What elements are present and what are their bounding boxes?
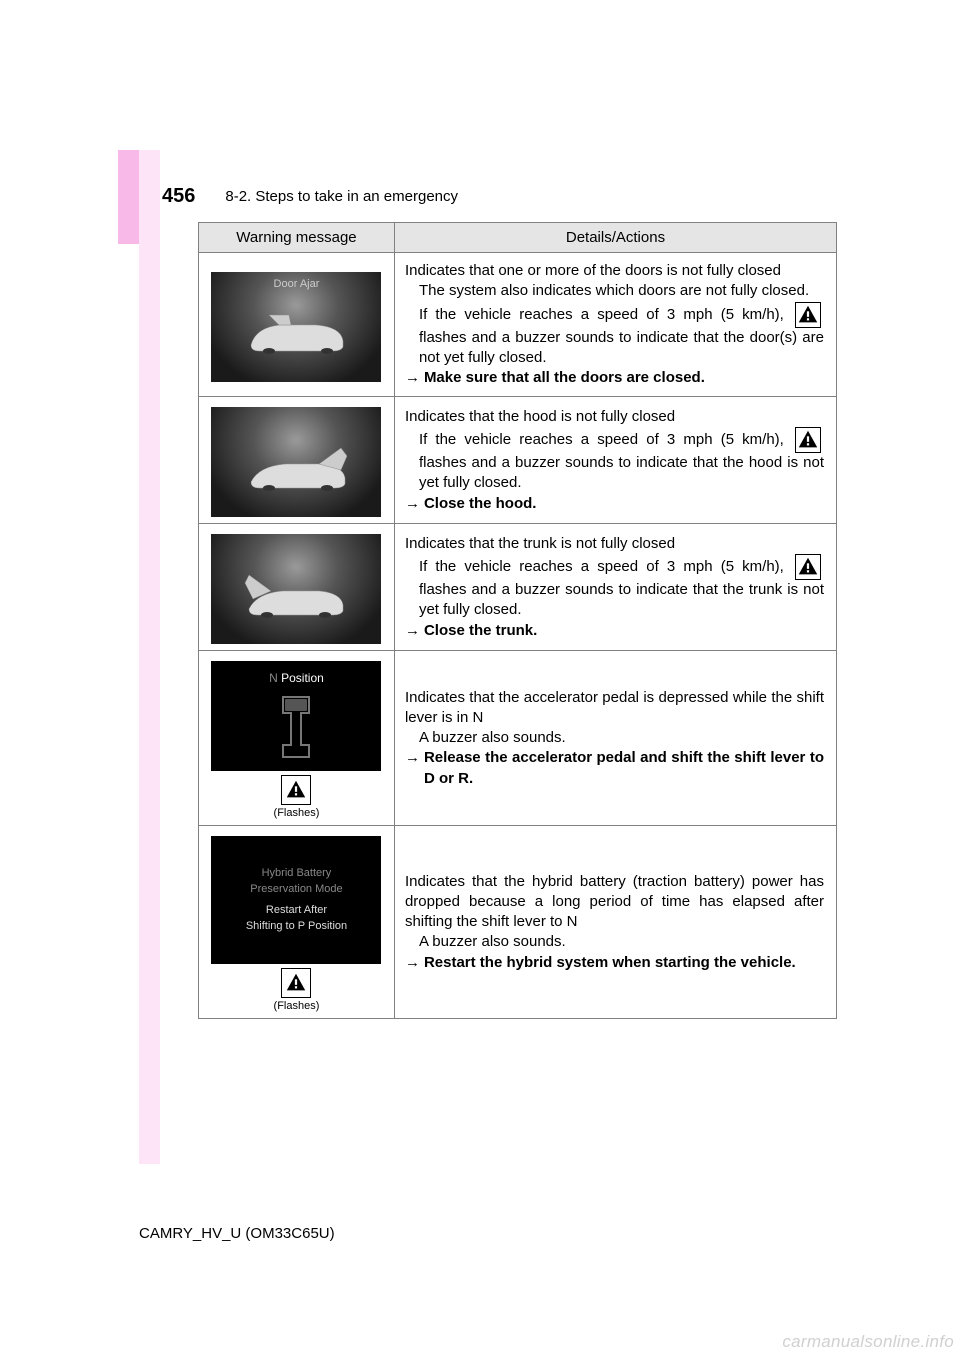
table-header-details: Details/Actions [394, 223, 836, 253]
section-title: 8-2. Steps to take in an emergency [225, 188, 458, 205]
warning-triangle-icon [281, 968, 311, 998]
door-ajar-display: Door Ajar [211, 272, 381, 382]
panel-line: Shifting to P Position [246, 919, 347, 934]
warning-image-cell: Hybrid Battery Preservation Mode Restart… [199, 826, 395, 1019]
watermark: carmanualsonline.info [782, 1332, 954, 1352]
flashes-caption: (Flashes) [203, 807, 390, 819]
detail-intro: Indicates that the hood is not fully clo… [405, 407, 824, 427]
warning-triangle-icon [281, 775, 311, 805]
page-number: 456 [162, 185, 195, 208]
warning-triangle-icon [795, 554, 821, 580]
warning-image-cell [199, 397, 395, 524]
detail-body-with-icon: If the vehicle reaches a speed of 3 mph … [405, 427, 824, 494]
arrow-icon: → [405, 621, 420, 641]
detail-body: The system also indicates which doors ar… [405, 281, 824, 301]
detail-action: →Close the trunk. [405, 621, 824, 641]
warning-image-cell: Door Ajar [199, 253, 395, 397]
detail-action: →Restart the hybrid system when starting… [405, 953, 824, 973]
warning-triangle-icon [795, 427, 821, 453]
gear-shift-icon [271, 691, 321, 761]
section-sidebar [139, 150, 160, 1164]
detail-body-with-icon: If the vehicle reaches a speed of 3 mph … [405, 302, 824, 369]
details-cell: Indicates that one or more of the doors … [394, 253, 836, 397]
panel-line: Hybrid Battery [262, 866, 332, 881]
table-row: Indicates that the trunk is not fully cl… [199, 524, 837, 651]
detail-intro: Indicates that one or more of the doors … [405, 261, 824, 281]
table-row: N Position (Flashes) Indicates that the … [199, 651, 837, 826]
detail-intro: Indicates that the trunk is not fully cl… [405, 534, 824, 554]
car-hood-open-icon [241, 442, 351, 492]
arrow-icon: → [405, 494, 420, 514]
arrow-icon: → [405, 748, 420, 768]
warning-image-cell [199, 524, 395, 651]
car-door-ajar-icon [241, 307, 351, 357]
table-header-warning: Warning message [199, 223, 395, 253]
detail-body-with-icon: If the vehicle reaches a speed of 3 mph … [405, 554, 824, 621]
panel-line: Preservation Mode [250, 882, 342, 897]
trunk-open-display [211, 534, 381, 644]
detail-action: →Release the accelerator pedal and shift… [405, 748, 824, 789]
detail-body: A buzzer also sounds. [405, 728, 824, 748]
page-header: 456 8-2. Steps to take in an emergency [162, 185, 458, 208]
table-row: Hybrid Battery Preservation Mode Restart… [199, 826, 837, 1019]
section-tab [118, 150, 139, 244]
n-position-display: N Position [211, 661, 381, 771]
hybrid-battery-display: Hybrid Battery Preservation Mode Restart… [211, 836, 381, 964]
table-row: Indicates that the hood is not fully clo… [199, 397, 837, 524]
detail-intro: Indicates that the accelerator pedal is … [405, 688, 824, 729]
details-cell: Indicates that the accelerator pedal is … [394, 651, 836, 826]
arrow-icon: → [405, 953, 420, 973]
arrow-icon: → [405, 368, 420, 388]
detail-intro: Indicates that the hybrid battery (tract… [405, 872, 824, 933]
footer-code: CAMRY_HV_U (OM33C65U) [139, 1225, 335, 1242]
detail-action: →Close the hood. [405, 494, 824, 514]
hood-open-display [211, 407, 381, 517]
warning-image-cell: N Position (Flashes) [199, 651, 395, 826]
detail-action: →Make sure that all the doors are closed… [405, 368, 824, 388]
warning-triangle-icon [795, 302, 821, 328]
panel-line: Restart After [266, 903, 327, 918]
panel-label: N Position [269, 671, 324, 685]
warning-message-table: Warning message Details/Actions Door Aja… [198, 222, 837, 1019]
details-cell: Indicates that the trunk is not fully cl… [394, 524, 836, 651]
details-cell: Indicates that the hybrid battery (tract… [394, 826, 836, 1019]
car-trunk-open-icon [241, 569, 351, 619]
details-cell: Indicates that the hood is not fully clo… [394, 397, 836, 524]
panel-label: Door Ajar [211, 278, 381, 290]
detail-body: A buzzer also sounds. [405, 932, 824, 952]
table-row: Door Ajar Indicates that one or more of … [199, 253, 837, 397]
flashes-caption: (Flashes) [203, 1000, 390, 1012]
